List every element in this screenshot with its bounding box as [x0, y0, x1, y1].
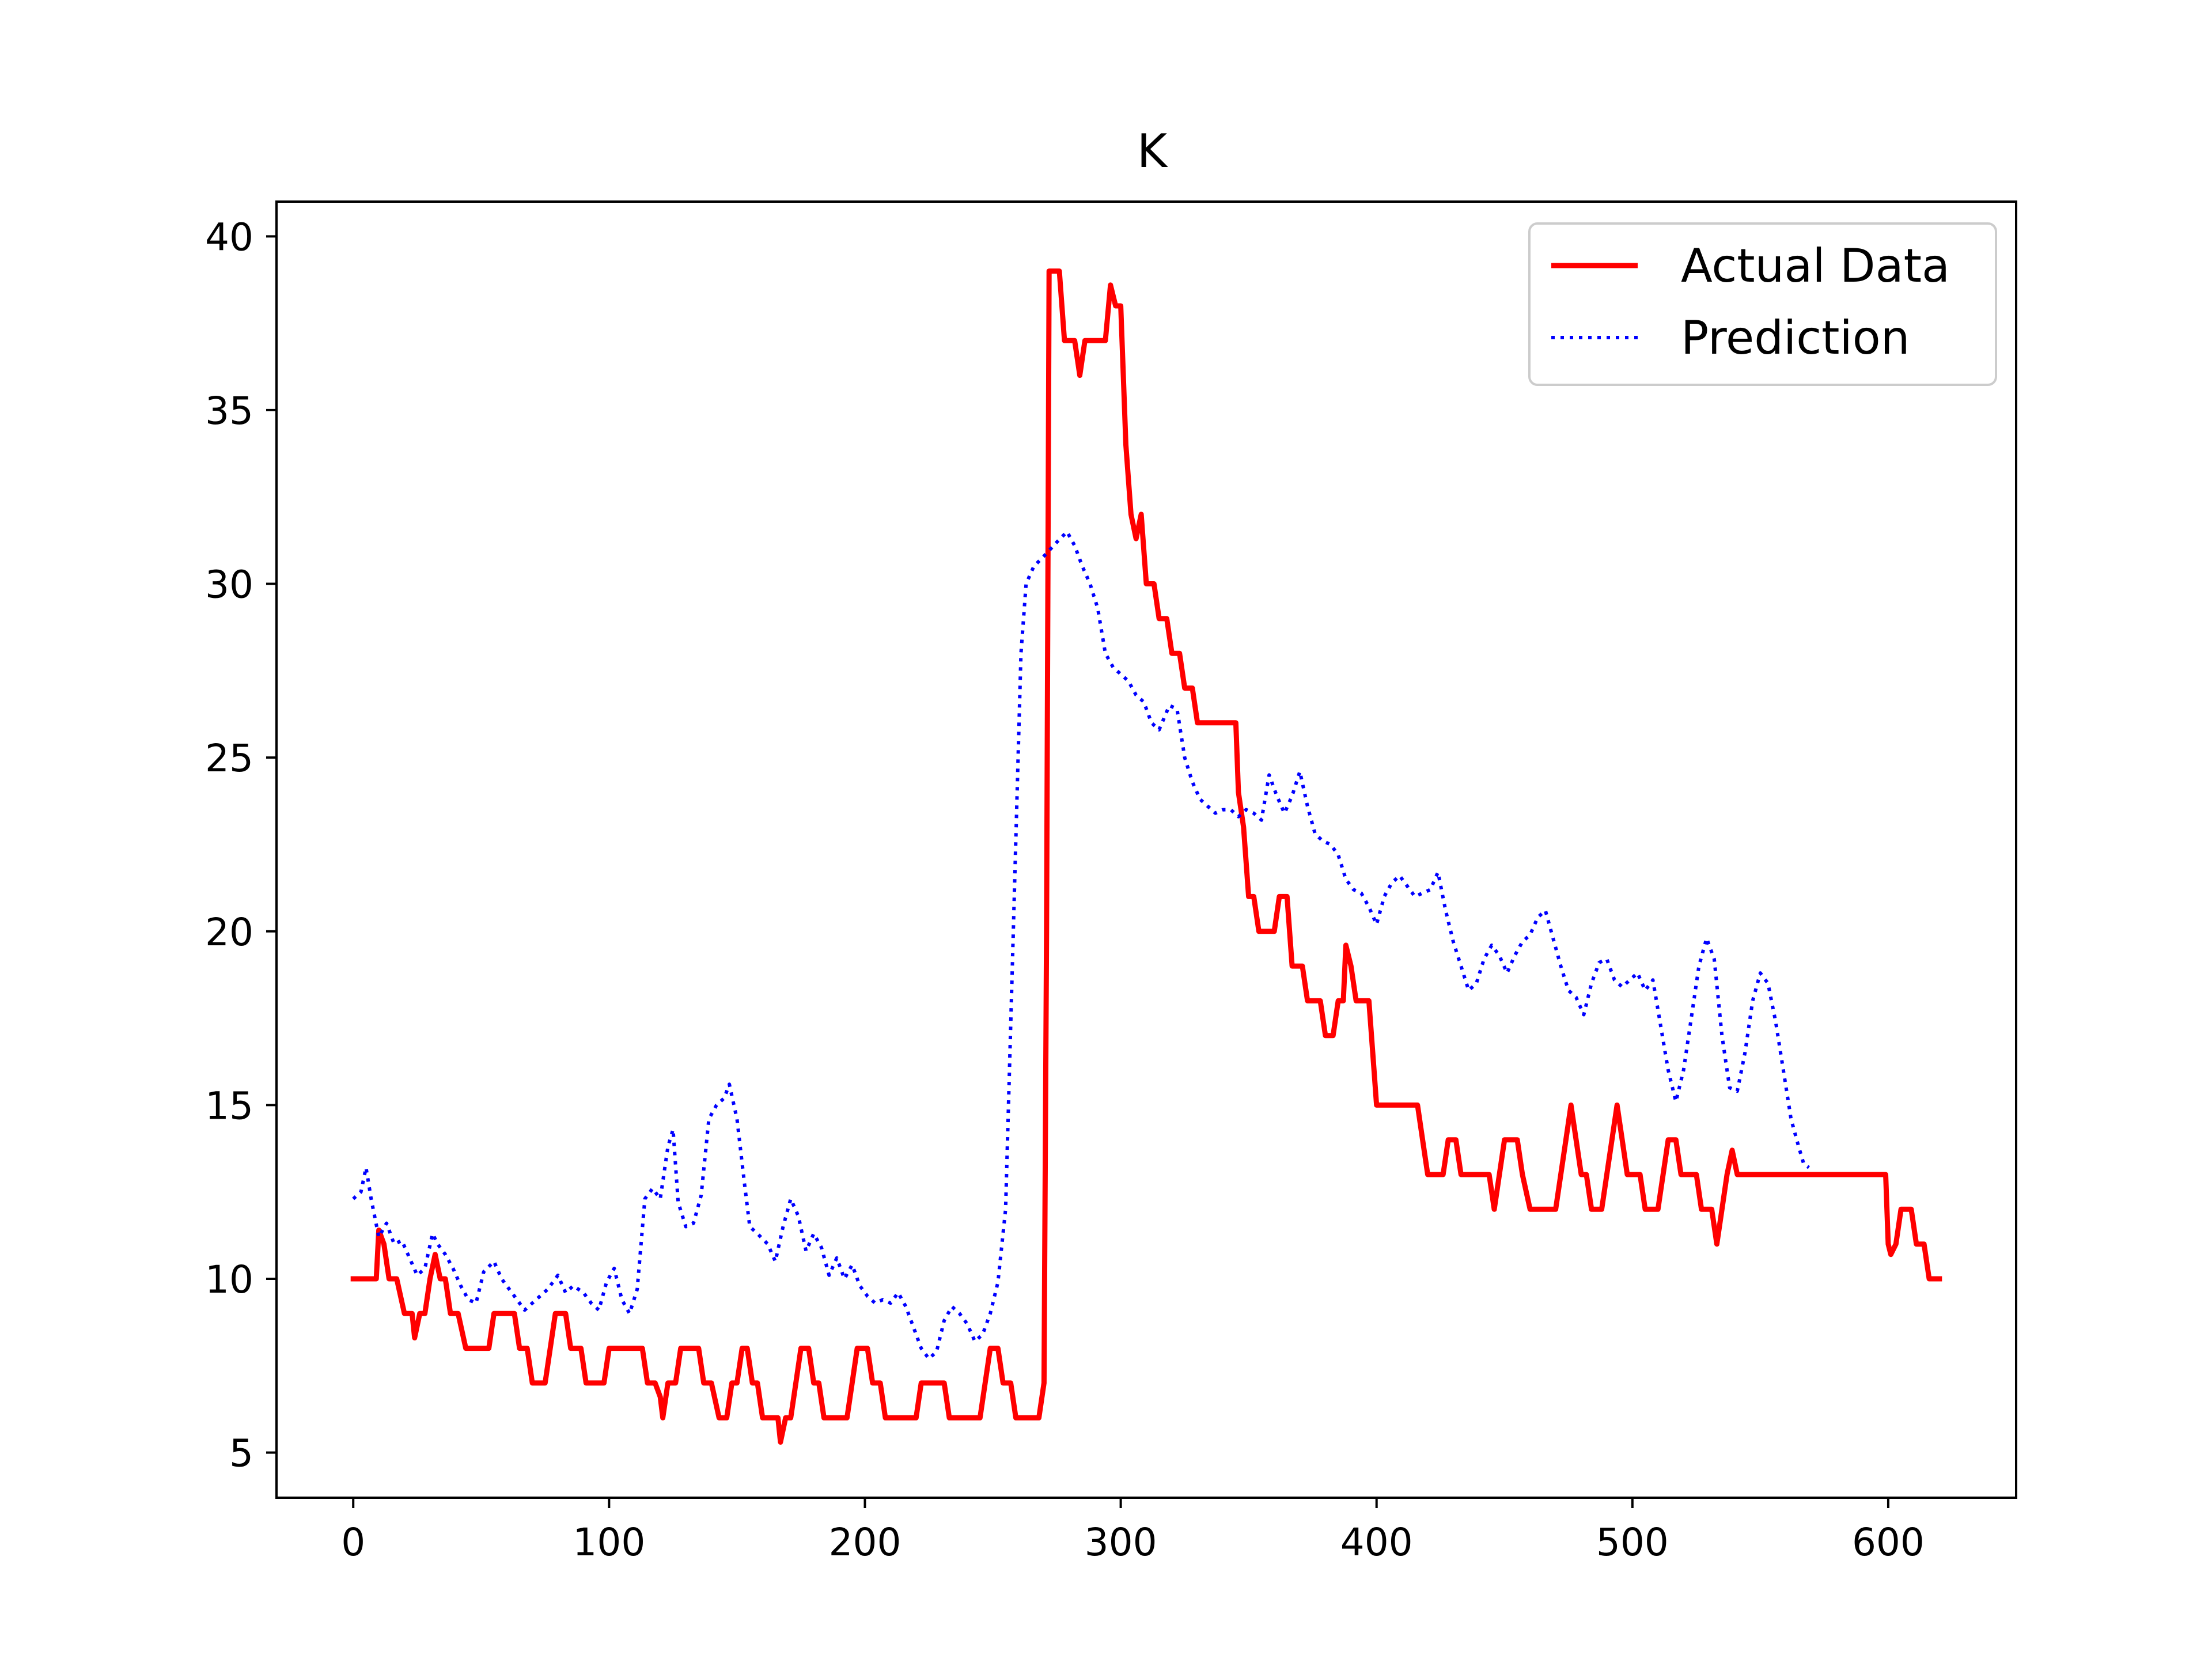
- plot-area: [350, 268, 1942, 1445]
- y-tick-label: 25: [205, 736, 253, 781]
- y-tick-label: 35: [205, 389, 253, 433]
- series-line-1: [352, 530, 1810, 1361]
- y-tick-label: 40: [205, 215, 253, 259]
- axes-frame: [275, 200, 2017, 1499]
- legend-label-0: Actual Data: [1681, 239, 1950, 293]
- legend: Actual Data Prediction: [1528, 222, 1997, 386]
- y-tick-label: 15: [205, 1084, 253, 1128]
- x-tick-label: 200: [828, 1520, 901, 1565]
- chart-title: K: [1137, 124, 1169, 178]
- y-tick-label: 10: [205, 1257, 253, 1302]
- x-tick-label: 400: [1340, 1520, 1413, 1565]
- axes: 0 100 200 300 400 500 600 5 10 15 20 25 30 35 40: [205, 200, 2017, 1565]
- legend-label-1: Prediction: [1681, 311, 1910, 365]
- y-tick-label: 30: [205, 563, 253, 607]
- y-tick-label: 5: [229, 1431, 253, 1476]
- y-tick-label: 20: [205, 910, 253, 955]
- x-tick-label: 500: [1596, 1520, 1669, 1565]
- x-tick-label: 600: [1852, 1520, 1925, 1565]
- legend-box: [1528, 222, 1997, 386]
- x-tick-label: 300: [1085, 1520, 1157, 1565]
- x-tick-label: 0: [341, 1520, 365, 1565]
- series-line-0: [350, 268, 1942, 1445]
- x-tick-label: 100: [573, 1520, 645, 1565]
